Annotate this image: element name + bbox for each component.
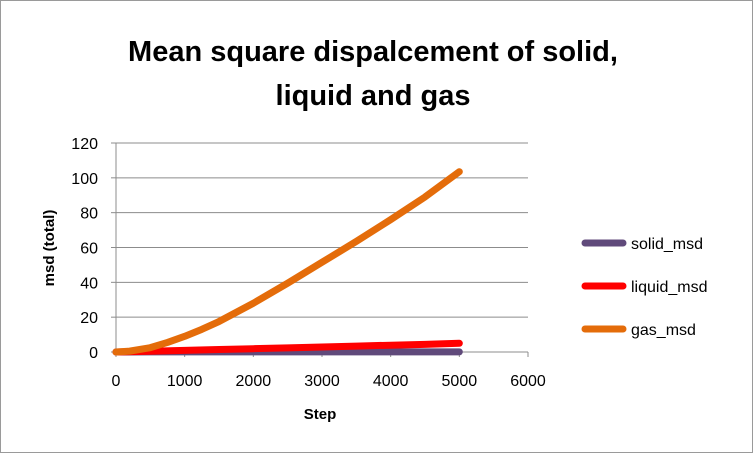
x-tick-label: 1000 <box>167 373 203 390</box>
axes <box>111 142 529 357</box>
x-tick-label: 5000 <box>442 373 478 390</box>
chart-title: Mean square dispalcement of solid, liqui… <box>128 36 618 112</box>
data-series <box>112 168 463 356</box>
x-tick-label: 2000 <box>236 373 272 390</box>
gridlines <box>116 142 528 318</box>
legend-label-liquid-msd: liquid_msd <box>631 279 707 296</box>
x-tick-label: 3000 <box>304 373 340 390</box>
series-line-liquid-msd <box>112 339 463 356</box>
y-tick-label: 20 <box>80 310 98 327</box>
chart-title-line-1: Mean square dispalcement of solid, <box>128 36 618 68</box>
chart-title-line-2: liquid and gas <box>276 80 471 112</box>
y-tick-label: 100 <box>71 171 98 188</box>
x-axis-title: Step <box>304 406 337 423</box>
x-tick-label: 4000 <box>373 373 409 390</box>
x-tick-label: 0 <box>112 373 121 390</box>
legend-label-solid-msd: solid_msd <box>631 236 703 253</box>
legend-label-gas-msd: gas_msd <box>631 322 696 339</box>
y-tick-label: 0 <box>89 345 98 362</box>
y-tick-label: 40 <box>80 275 98 292</box>
y-tick-label: 60 <box>80 241 98 258</box>
y-tick-label: 120 <box>71 136 98 153</box>
y-axis-title: msd (total) <box>41 210 58 287</box>
tick-labels: 0 20 40 60 80 100 120 0 1000 2000 3000 4000 5000 6000 <box>71 136 546 390</box>
y-tick-label: 80 <box>80 206 98 223</box>
series-line-gas-msd <box>112 168 463 356</box>
x-tick-label: 6000 <box>510 373 546 390</box>
legend: solid_msd liquid_msd gas_msd <box>581 236 707 339</box>
